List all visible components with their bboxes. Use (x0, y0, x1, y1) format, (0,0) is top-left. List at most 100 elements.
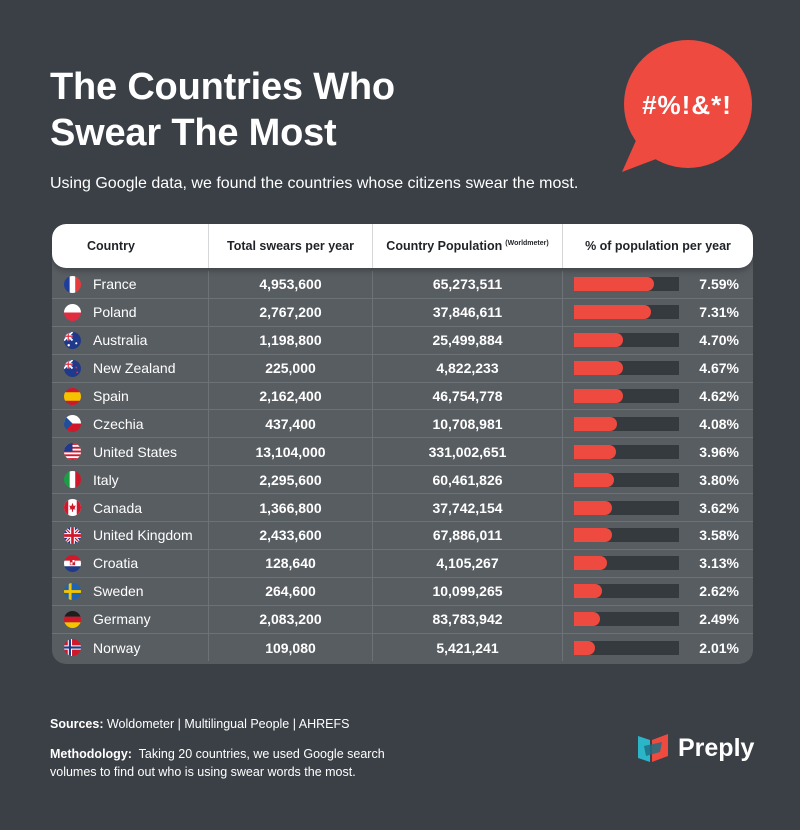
table-row: Australia 1,198,800 25,499,884 4.70% (52, 326, 753, 355)
table-row: Germany 2,083,200 83,783,942 2.49% (52, 605, 753, 634)
country-name: Poland (93, 304, 137, 321)
country-name: France (93, 276, 137, 293)
table-row: United Kingdom 2,433,600 67,886,011 3.58% (52, 521, 753, 550)
header-population: Country Population (Worldmeter) (373, 224, 563, 268)
country-name: Canada (93, 499, 143, 516)
header-population-note: (Worldmeter) (505, 239, 549, 247)
percent-bar-track (574, 389, 679, 403)
table-row: France 4,953,600 65,273,511 7.59% (52, 270, 753, 299)
swears-cell: 264,600 (209, 577, 373, 606)
percent-cell: 2.49% (563, 605, 753, 633)
title-line-2: Swear The Most (50, 112, 337, 154)
country-cell: Norway (52, 633, 209, 662)
percent-bar (574, 305, 651, 320)
swears-cell: 128,640 (209, 549, 373, 578)
table-row: Norway 109,080 5,421,241 2.01% (52, 633, 753, 662)
population-cell: 37,742,154 (373, 493, 563, 522)
percent-bar-track (574, 472, 679, 487)
swears-cell: 2,083,200 (209, 605, 373, 634)
population-cell: 46,754,778 (373, 382, 563, 410)
percent-bar (574, 361, 623, 376)
header-swears: Total swears per year (209, 224, 373, 268)
population-cell: 65,273,511 (373, 270, 563, 299)
swears-cell: 437,400 (209, 409, 373, 438)
population-cell: 37,846,611 (373, 298, 563, 327)
percent-bar-track (574, 584, 679, 599)
percent-value: 3.58% (699, 527, 739, 544)
percent-value: 4.08% (699, 415, 739, 432)
percent-value: 3.62% (699, 499, 739, 516)
france-flag-icon (64, 275, 81, 293)
population-cell: 67,886,011 (373, 521, 563, 550)
percent-cell: 7.59% (563, 271, 753, 299)
percent-value: 3.13% (699, 555, 739, 572)
country-name: United States (93, 443, 178, 460)
new-zealand-flag-icon (64, 359, 81, 377)
percent-bar (574, 612, 600, 627)
sources: Sources: Woldometer | Multilingual Peopl… (50, 717, 349, 731)
czechia-flag-icon (64, 415, 81, 433)
country-cell: Italy (52, 465, 209, 494)
percent-bar-track (574, 305, 679, 320)
table-row: Italy 2,295,600 60,461,826 3.80% (52, 465, 753, 495)
population-cell: 83,783,942 (373, 605, 563, 634)
header-swears-label: Total swears per year (227, 239, 354, 253)
percent-bar (574, 556, 607, 571)
sources-text: Woldometer | Multilingual People | AHREF… (106, 717, 350, 731)
percent-bar (574, 500, 612, 515)
table-body: France 4,953,600 65,273,511 7.59% Poland 2,76… (52, 270, 753, 662)
header-percent: % of population per year (563, 224, 753, 268)
united-kingdom-flag-icon (64, 526, 81, 544)
percent-value: 7.31% (699, 304, 739, 321)
italy-flag-icon (64, 471, 81, 489)
country-name: New Zealand (93, 360, 176, 377)
percent-bar (574, 444, 616, 459)
table-row: Canada 1,366,800 37,742,154 3.62% (52, 493, 753, 523)
country-name: Czechia (93, 415, 144, 432)
percent-bar (574, 416, 617, 431)
percent-value: 4.70% (699, 332, 739, 349)
swears-cell: 13,104,000 (209, 437, 373, 466)
percent-cell: 3.13% (563, 549, 753, 577)
title-line-1: The Countries Who (50, 66, 395, 108)
page-title: The Countries Who Swear The Most (50, 64, 570, 156)
table-header: Country Total swears per year Country Po… (52, 224, 753, 268)
swears-cell: 4,953,600 (209, 270, 373, 299)
percent-bar-track (574, 277, 679, 292)
swears-cell: 1,366,800 (209, 493, 373, 522)
percent-bar-track (574, 444, 679, 459)
swears-cell: 109,080 (209, 633, 373, 662)
speech-bubble-icon (622, 40, 752, 172)
croatia-flag-icon (64, 554, 81, 572)
percent-bar-track (574, 612, 679, 627)
percent-bar-track (574, 500, 679, 515)
percent-bar-track (574, 361, 679, 376)
table-row: United States 13,104,000 331,002,651 3.96% (52, 437, 753, 467)
header-percent-label: % of population per year (585, 239, 731, 253)
swear-table: Country Total swears per year Country Po… (52, 224, 753, 664)
country-cell: Czechia (52, 409, 209, 438)
header-country-label: Country (87, 239, 135, 253)
country-cell: Spain (52, 382, 209, 410)
population-cell: 331,002,651 (373, 437, 563, 466)
percent-bar (574, 584, 602, 599)
swears-cell: 1,198,800 (209, 326, 373, 355)
table-row: Czechia 437,400 10,708,981 4.08% (52, 409, 753, 439)
table-row: Poland 2,767,200 37,846,611 7.31% (52, 298, 753, 327)
sweden-flag-icon (64, 582, 81, 600)
country-cell: Canada (52, 493, 209, 522)
percent-cell: 3.80% (563, 466, 753, 494)
country-name: Croatia (93, 555, 139, 572)
percent-bar-track (574, 333, 679, 348)
population-cell: 4,822,233 (373, 354, 563, 383)
percent-cell: 3.58% (563, 522, 753, 550)
percent-value: 4.62% (699, 388, 739, 404)
percent-cell: 4.67% (563, 354, 753, 382)
poland-flag-icon (64, 303, 81, 321)
table-row: Croatia 128,640 4,105,267 3.13% (52, 549, 753, 578)
header-country: Country (52, 224, 209, 268)
brand-name: Preply (678, 733, 755, 762)
percent-bar-track (574, 556, 679, 571)
preply-logo-icon (638, 734, 668, 762)
country-name: Spain (93, 388, 129, 404)
